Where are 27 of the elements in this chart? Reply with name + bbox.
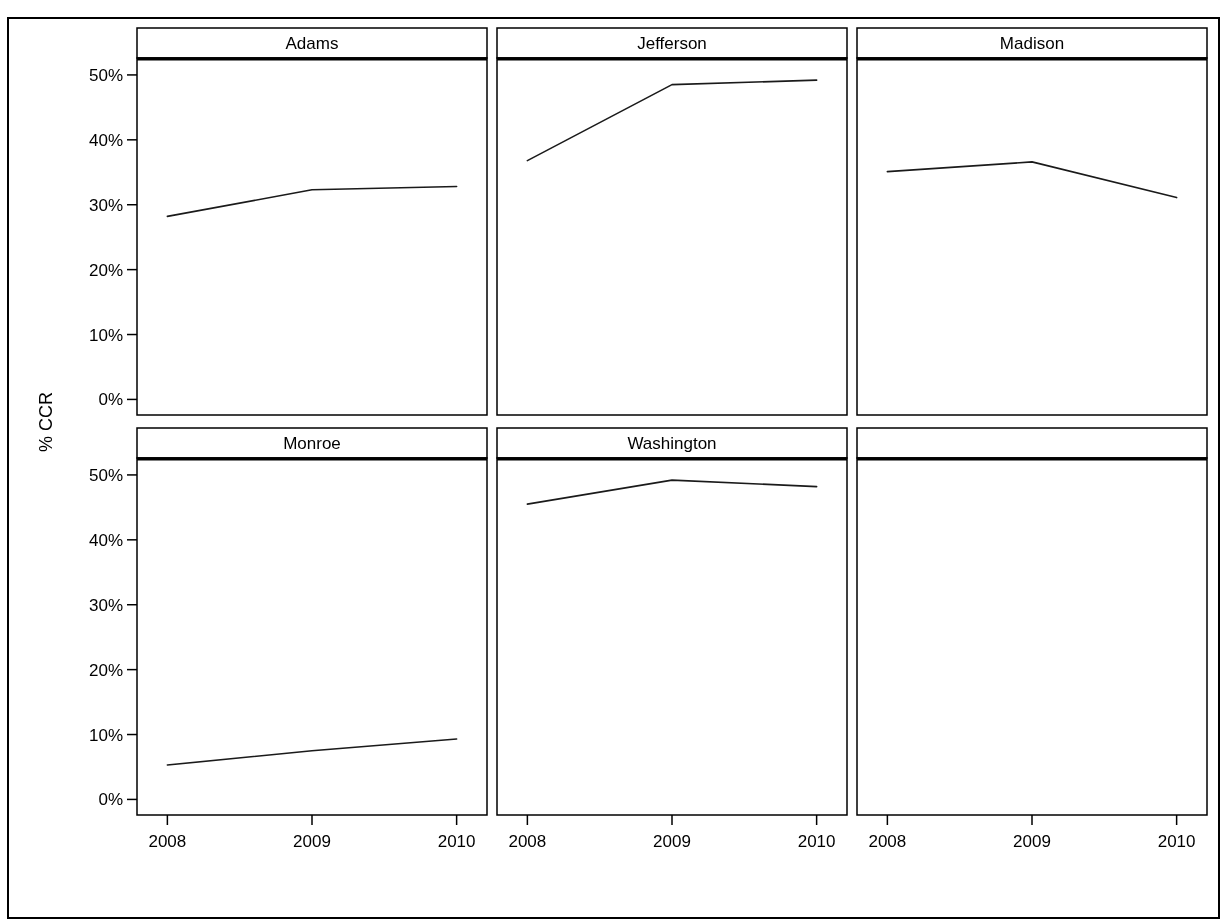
y-tick-label: 10% xyxy=(88,325,123,345)
x-tick-label: 2008 xyxy=(868,832,907,851)
chart-title: Monroe xyxy=(283,434,341,453)
chart-title: Jefferson xyxy=(637,34,707,53)
y-axis-title: % CCR xyxy=(36,391,56,453)
x-tick-label: 2010 xyxy=(797,832,836,851)
x-tick-label: 2008 xyxy=(148,832,187,851)
y-tick-label: 30% xyxy=(88,195,123,215)
y-tick-label: 20% xyxy=(88,260,123,280)
y-tick-label: 40% xyxy=(88,530,123,550)
chart-title: Adams xyxy=(285,34,339,53)
y-tick-label: 50% xyxy=(88,65,123,85)
y-tick-label: 50% xyxy=(88,465,123,485)
y-tick-label: 0% xyxy=(98,390,123,410)
x-tick-label: 2009 xyxy=(293,832,331,851)
y-tick-label: 40% xyxy=(88,130,123,150)
x-tick-label: 2010 xyxy=(1157,832,1196,851)
y-tick-label: 30% xyxy=(88,595,123,615)
x-tick-label: 2010 xyxy=(437,832,476,851)
x-tick-label: 2009 xyxy=(653,832,691,851)
chart-title: Washington xyxy=(627,434,717,453)
x-tick-label: 2009 xyxy=(1013,832,1051,851)
chart-title: Madison xyxy=(999,34,1065,53)
x-tick-label: 2008 xyxy=(508,832,547,851)
y-tick-label: 20% xyxy=(88,660,123,680)
y-tick-label: 0% xyxy=(98,790,123,810)
y-tick-label: 10% xyxy=(88,725,123,745)
